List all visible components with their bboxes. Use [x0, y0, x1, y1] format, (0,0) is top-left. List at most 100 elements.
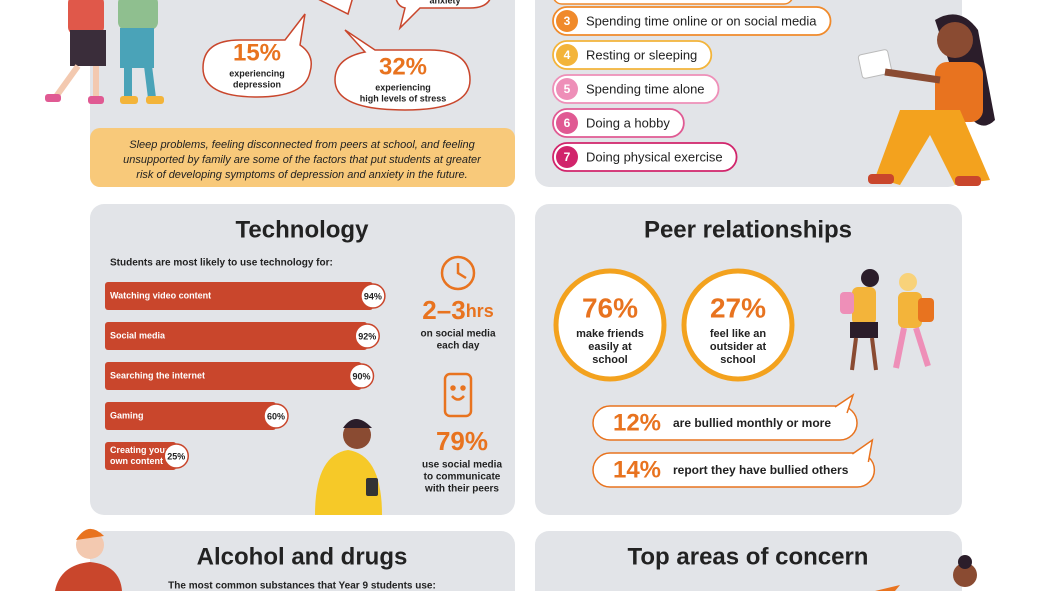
- stat-text: school: [592, 354, 627, 366]
- stat-text: each day: [437, 341, 480, 352]
- panel: [90, 204, 515, 515]
- stat-number: 2–3: [422, 295, 465, 325]
- stat: 79%: [436, 426, 488, 456]
- item-number: 5: [564, 82, 571, 96]
- pill-tail: [851, 438, 874, 463]
- number-badge: [556, 78, 578, 100]
- stat-text: on social media: [420, 329, 495, 340]
- bar-list: Watching video content 94% Social media 92%…: [105, 282, 386, 470]
- bar-label: Gaming: [110, 410, 144, 420]
- note-text: risk of developing symptoms of depressio…: [136, 169, 467, 181]
- bubble-text: depression: [233, 79, 281, 89]
- stat-text: easily at: [588, 341, 632, 353]
- bubble-shape: [395, 0, 491, 31]
- bubble-shape: [334, 29, 471, 111]
- illustration-girl: [857, 14, 995, 186]
- bar-label: Searching the internet: [110, 370, 205, 380]
- pill: [552, 142, 738, 172]
- value-label: 90%: [352, 371, 370, 381]
- number-badge: [556, 10, 578, 32]
- stat: 27%: [710, 292, 766, 323]
- stat-ring: [681, 268, 795, 382]
- stat-text: make friends: [576, 328, 644, 340]
- bar: [105, 362, 362, 390]
- stat-unit: hrs: [466, 301, 494, 321]
- bar: [105, 442, 177, 470]
- illustration-boy: [315, 419, 382, 515]
- subtitle: Students are most likely to use technolo…: [110, 258, 333, 269]
- note-box: [90, 128, 515, 187]
- number-badge: [556, 146, 578, 168]
- bar-label: Creating your: [110, 445, 169, 455]
- illustration-kids: [840, 269, 934, 371]
- item-text: Doing a hobby: [586, 115, 670, 130]
- item-number: 3: [564, 14, 571, 28]
- pill-stat: 14%: [613, 456, 661, 483]
- pill: [552, 6, 832, 36]
- item-text: Spending time alone: [586, 81, 705, 96]
- item-text: Spending time online or on social media: [586, 13, 817, 28]
- section-title: Alcohol and drugs: [197, 543, 408, 570]
- note-text: Sleep problems, feeling disconnected fro…: [129, 139, 475, 151]
- bar: [105, 282, 373, 310]
- value-badge: [348, 363, 375, 389]
- bar-label: Watching video content: [110, 290, 211, 300]
- bar: [105, 402, 276, 430]
- value-label: 25%: [167, 451, 185, 461]
- item-text: Resting or sleeping: [586, 47, 697, 62]
- clock-icon: [440, 255, 476, 291]
- illustration-bottom-left: [55, 528, 122, 591]
- note-text: unsupported by family are some of the fa…: [123, 154, 482, 166]
- pill: [592, 452, 876, 488]
- item-number: 6: [564, 116, 571, 130]
- value-badge: [263, 403, 289, 429]
- phone-icon: [443, 372, 473, 418]
- bubble-stat: 15%: [233, 39, 281, 66]
- pill: [552, 108, 685, 138]
- value-label: 94%: [364, 291, 382, 301]
- bar-label: Social media: [110, 330, 166, 340]
- pill: [552, 40, 713, 70]
- stat-text: feel like an: [710, 328, 767, 340]
- illustration-students: [45, 0, 164, 104]
- illustration-bottom-right: [875, 555, 977, 591]
- value-label: 60%: [267, 411, 285, 421]
- stat-text: use social media: [422, 460, 502, 471]
- stat: 76%: [582, 292, 638, 323]
- panel: [90, 531, 515, 591]
- pill-text: are bullied monthly or more: [673, 416, 831, 430]
- value-badge: [163, 443, 189, 469]
- bubble-shape: [202, 13, 312, 98]
- stat-text: with their peers: [424, 484, 499, 495]
- bubble-text: experiencing: [229, 68, 285, 78]
- section-title: Peer relationships: [644, 216, 852, 243]
- bubble-text: experiencing: [375, 82, 431, 92]
- pill-text: report they have bullied others: [673, 463, 849, 477]
- bar: [105, 322, 368, 350]
- bar-label: own content: [110, 456, 163, 466]
- item-number: 7: [564, 150, 571, 164]
- stat-ring: [553, 268, 667, 382]
- pill-stat: 12%: [613, 409, 661, 436]
- value-label: 92%: [358, 331, 376, 341]
- item-text: Doing physical exercise: [586, 149, 723, 164]
- pill: [552, 74, 720, 104]
- pill: [553, 0, 793, 5]
- subtitle: The most common substances that Year 9 s…: [168, 581, 436, 591]
- bubble-shape: [318, 0, 353, 16]
- bubble-stat: 32%: [379, 53, 427, 80]
- stat-text: school: [720, 354, 755, 366]
- number-badge: [556, 112, 578, 134]
- pill: [592, 405, 858, 441]
- stat: 2–3hrs: [422, 295, 493, 325]
- bubble-text: high levels of stress: [360, 93, 447, 103]
- number-badge: [556, 44, 578, 66]
- value-badge: [360, 283, 386, 309]
- panel: [535, 531, 962, 591]
- stat-text: to communicate: [424, 472, 501, 483]
- bubble-text: anxiety: [429, 0, 460, 5]
- stat-text: outsider at: [710, 341, 767, 353]
